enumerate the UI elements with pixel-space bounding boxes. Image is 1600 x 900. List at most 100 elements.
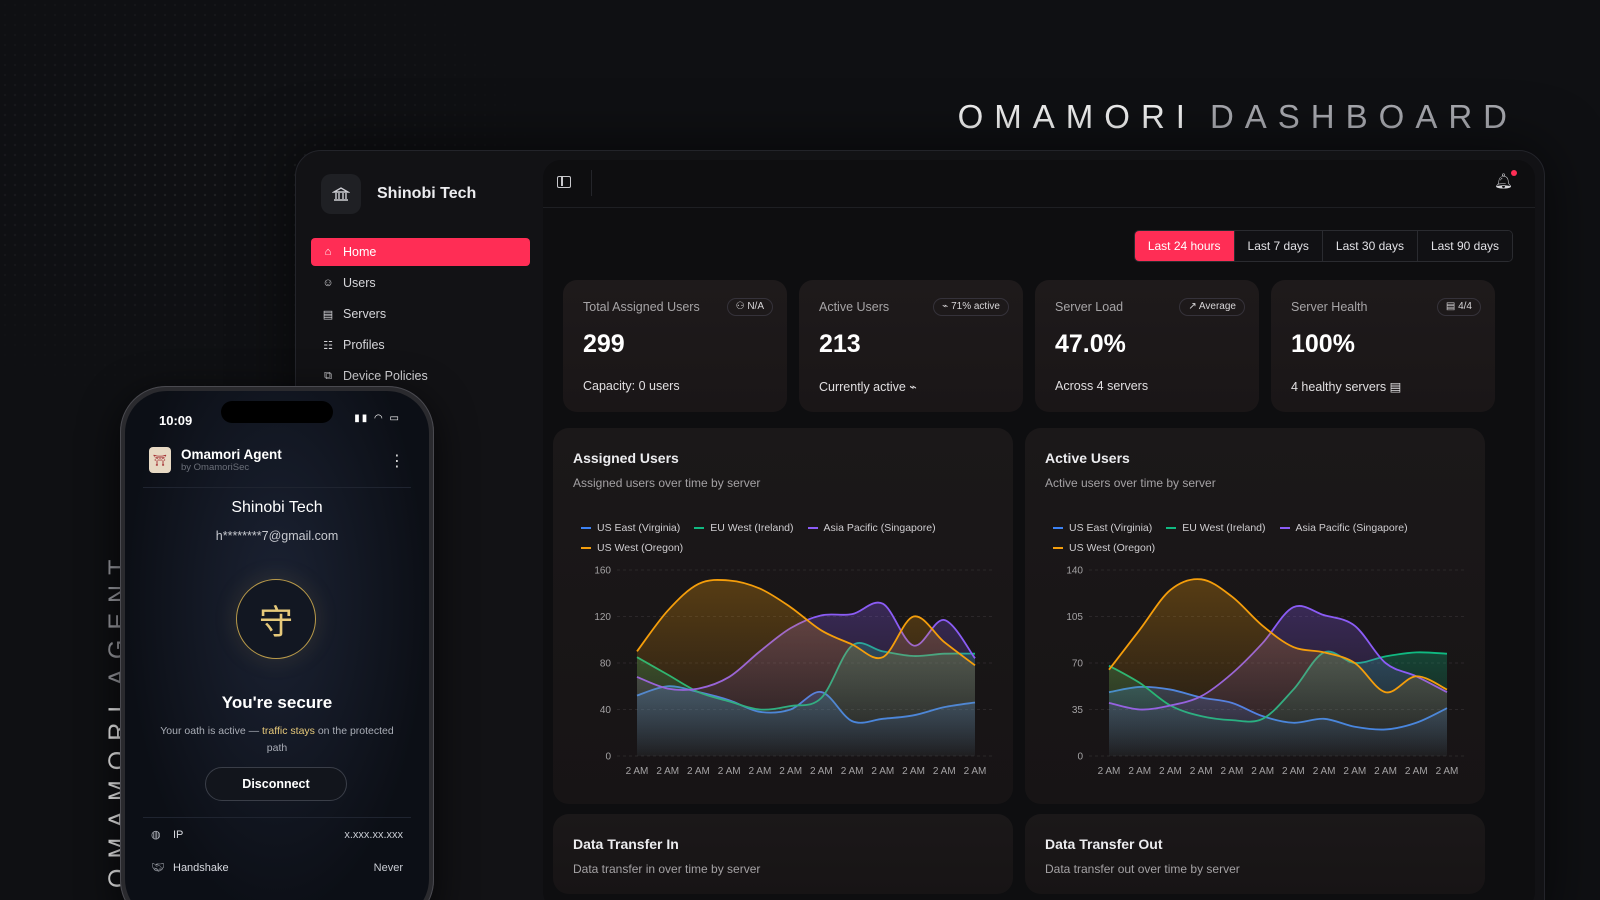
- dashboard-brand-title: OMAMORI DASHBOARD: [958, 98, 1518, 136]
- chart-title: Assigned Users: [573, 450, 679, 466]
- legend-item-eu-west-ireland: EU West (Ireland): [694, 522, 794, 534]
- connection-info: ◍ IP x.xxx.xx.xxx 🤝︎ Handshake Never: [143, 817, 411, 884]
- x-tick-label: 2 AM: [1190, 766, 1213, 777]
- x-tick-label: 2 AM: [749, 766, 772, 777]
- y-tick-label: 0: [605, 752, 611, 763]
- y-tick-label: 0: [1077, 752, 1083, 763]
- legend-item-eu-west-ireland: EU West (Ireland): [1166, 522, 1266, 534]
- legend-swatch: [807, 527, 818, 529]
- server-icon: ▤: [1389, 380, 1402, 394]
- x-tick-label: 2 AM: [1159, 766, 1182, 777]
- ip-row: ◍ IP x.xxx.xx.xxx: [143, 818, 411, 851]
- sidebar-item-servers[interactable]: ▤ Servers: [311, 300, 530, 328]
- sidebar-item-users[interactable]: ☺ Users: [311, 269, 530, 297]
- top-bar: 🔔︎: [543, 160, 1535, 208]
- y-tick-label: 40: [600, 705, 612, 716]
- series-line-us-west-oregon: [1108, 578, 1448, 694]
- x-tick-label: 2 AM: [871, 766, 894, 777]
- stat-value: 299: [583, 330, 625, 358]
- chart-title: Data Transfer In: [573, 836, 679, 852]
- legend-item-asia-pacific-singapore: Asia Pacific (Singapore): [1279, 522, 1408, 534]
- phone-mockup: 10:09 ▮▮ ◠ ▭ ⛩ Omamori Agent by OmamoriS…: [120, 386, 434, 900]
- stat-card-server-health: Server Health ▤ 4/4 100% 4 healthy serve…: [1271, 280, 1495, 412]
- stat-card-total-assigned-users: Total Assigned Users ⚇ N/A 299 Capacity:…: [563, 280, 787, 412]
- sidebar-item-profiles[interactable]: ☷ Profiles: [311, 331, 530, 359]
- topbar-divider: [591, 170, 592, 196]
- legend-label: EU West (Ireland): [710, 522, 794, 534]
- main-content: 🔔︎ Last 24 hours Last 7 days Last 30 day…: [543, 160, 1535, 900]
- stat-subtext: Across 4 servers: [1055, 379, 1149, 393]
- sidebar-item-device-policies[interactable]: ⧉ Device Policies: [311, 362, 530, 390]
- chart-legend: US East (Virginia) EU West (Ireland) Asia …: [1053, 520, 1453, 560]
- y-tick-label: 35: [1072, 705, 1084, 716]
- legend-label: US West (Oregon): [1069, 542, 1156, 554]
- globe-icon: ◍: [151, 829, 161, 841]
- stat-value: 100%: [1291, 330, 1355, 358]
- ip-label: IP: [173, 828, 184, 841]
- org-switcher[interactable]: Shinobi Tech: [321, 174, 476, 214]
- legend-swatch: [1279, 527, 1290, 529]
- app-name: Omamori Agent: [181, 447, 282, 462]
- chart-subtitle: Data transfer out over time by server: [1045, 862, 1240, 876]
- sidebar-item-home[interactable]: ⌂ Home: [311, 238, 530, 266]
- range-last-7-days[interactable]: Last 7 days: [1233, 231, 1322, 261]
- more-menu-icon[interactable]: ⋮: [389, 453, 405, 470]
- x-tick-label: 2 AM: [1098, 766, 1121, 777]
- stat-badge: ⚇ N/A: [726, 298, 773, 316]
- chart-title: Active Users: [1045, 450, 1130, 466]
- stat-label: Active Users: [819, 300, 890, 314]
- x-tick-label: 2 AM: [841, 766, 864, 777]
- sidebar-item-label: Device Policies: [343, 369, 428, 383]
- sidebar-item-label: Users: [343, 276, 376, 290]
- handshake-icon: 🤝︎: [151, 862, 165, 874]
- legend-label: EU West (Ireland): [1182, 522, 1266, 534]
- time-range-selector: Last 24 hours Last 7 days Last 30 days L…: [1133, 230, 1513, 262]
- legend-swatch: [581, 527, 591, 529]
- chart-legend: US East (Virginia) EU West (Ireland) Asia …: [581, 520, 981, 560]
- x-tick-label: 2 AM: [779, 766, 802, 777]
- stat-subtext-label: Currently active: [819, 380, 906, 394]
- range-last-24-hours[interactable]: Last 24 hours: [1134, 231, 1234, 261]
- legend-swatch: [1053, 547, 1063, 549]
- x-tick-label: 2 AM: [1436, 766, 1459, 777]
- desc-highlight: traffic stays: [262, 725, 315, 737]
- y-tick-label: 120: [594, 612, 611, 623]
- notification-dot: [1511, 170, 1517, 176]
- y-tick-label: 140: [1066, 566, 1083, 577]
- phone-notch: [221, 401, 333, 423]
- phone-email: h********7@gmail.com: [215, 529, 339, 543]
- stat-subtext: Capacity: 0 users: [583, 379, 680, 393]
- brand-title-dashboard: DASHBOARD: [1209, 98, 1518, 135]
- bank-icon: [321, 174, 361, 214]
- range-last-30-days[interactable]: Last 30 days: [1321, 231, 1417, 261]
- stat-label: Server Load: [1055, 300, 1124, 314]
- legend-item-us-west-oregon: US West (Oregon): [581, 542, 683, 554]
- server-icon: ▤: [1445, 301, 1459, 312]
- disconnect-button[interactable]: Disconnect: [205, 767, 347, 801]
- range-last-90-days[interactable]: Last 90 days: [1416, 231, 1512, 261]
- y-tick-label: 105: [1066, 612, 1083, 623]
- sidebar-item-label: Servers: [343, 307, 387, 321]
- x-tick-label: 2 AM: [1221, 766, 1244, 777]
- stat-subtext: Currently active ⌁: [819, 379, 1003, 394]
- agent-header: ⛩ Omamori Agent by OmamoriSec: [149, 447, 282, 473]
- legend-label: US East (Virginia): [1069, 522, 1153, 534]
- sidebar-item-label: Profiles: [343, 338, 385, 352]
- org-name: Shinobi Tech: [377, 185, 477, 202]
- legend-label: Asia Pacific (Singapore): [1295, 522, 1408, 534]
- user-icon: ⚇: [735, 301, 748, 312]
- handshake-row: 🤝︎ Handshake Never: [143, 851, 411, 884]
- activity-icon: ⌁: [909, 380, 917, 394]
- emblem-glyph: 守: [259, 603, 293, 642]
- handshake-label: Handshake: [173, 861, 229, 874]
- bell-icon[interactable]: 🔔︎: [1493, 173, 1513, 190]
- legend-item-us-west-oregon: US West (Oregon): [1053, 542, 1155, 554]
- profiles-icon: ☷: [323, 339, 333, 352]
- ip-value: x.xxx.xx.xxx: [344, 828, 403, 841]
- stat-value: 47.0%: [1055, 330, 1126, 358]
- x-tick-label: 2 AM: [964, 766, 987, 777]
- stat-card-active-users: Active Users ⌁ 71% active 213 Currently …: [799, 280, 1023, 412]
- sidebar-toggle-icon[interactable]: [557, 176, 571, 188]
- chart-subtitle: Data transfer in over time by server: [573, 862, 761, 876]
- stat-badge-text: Average: [1198, 301, 1236, 312]
